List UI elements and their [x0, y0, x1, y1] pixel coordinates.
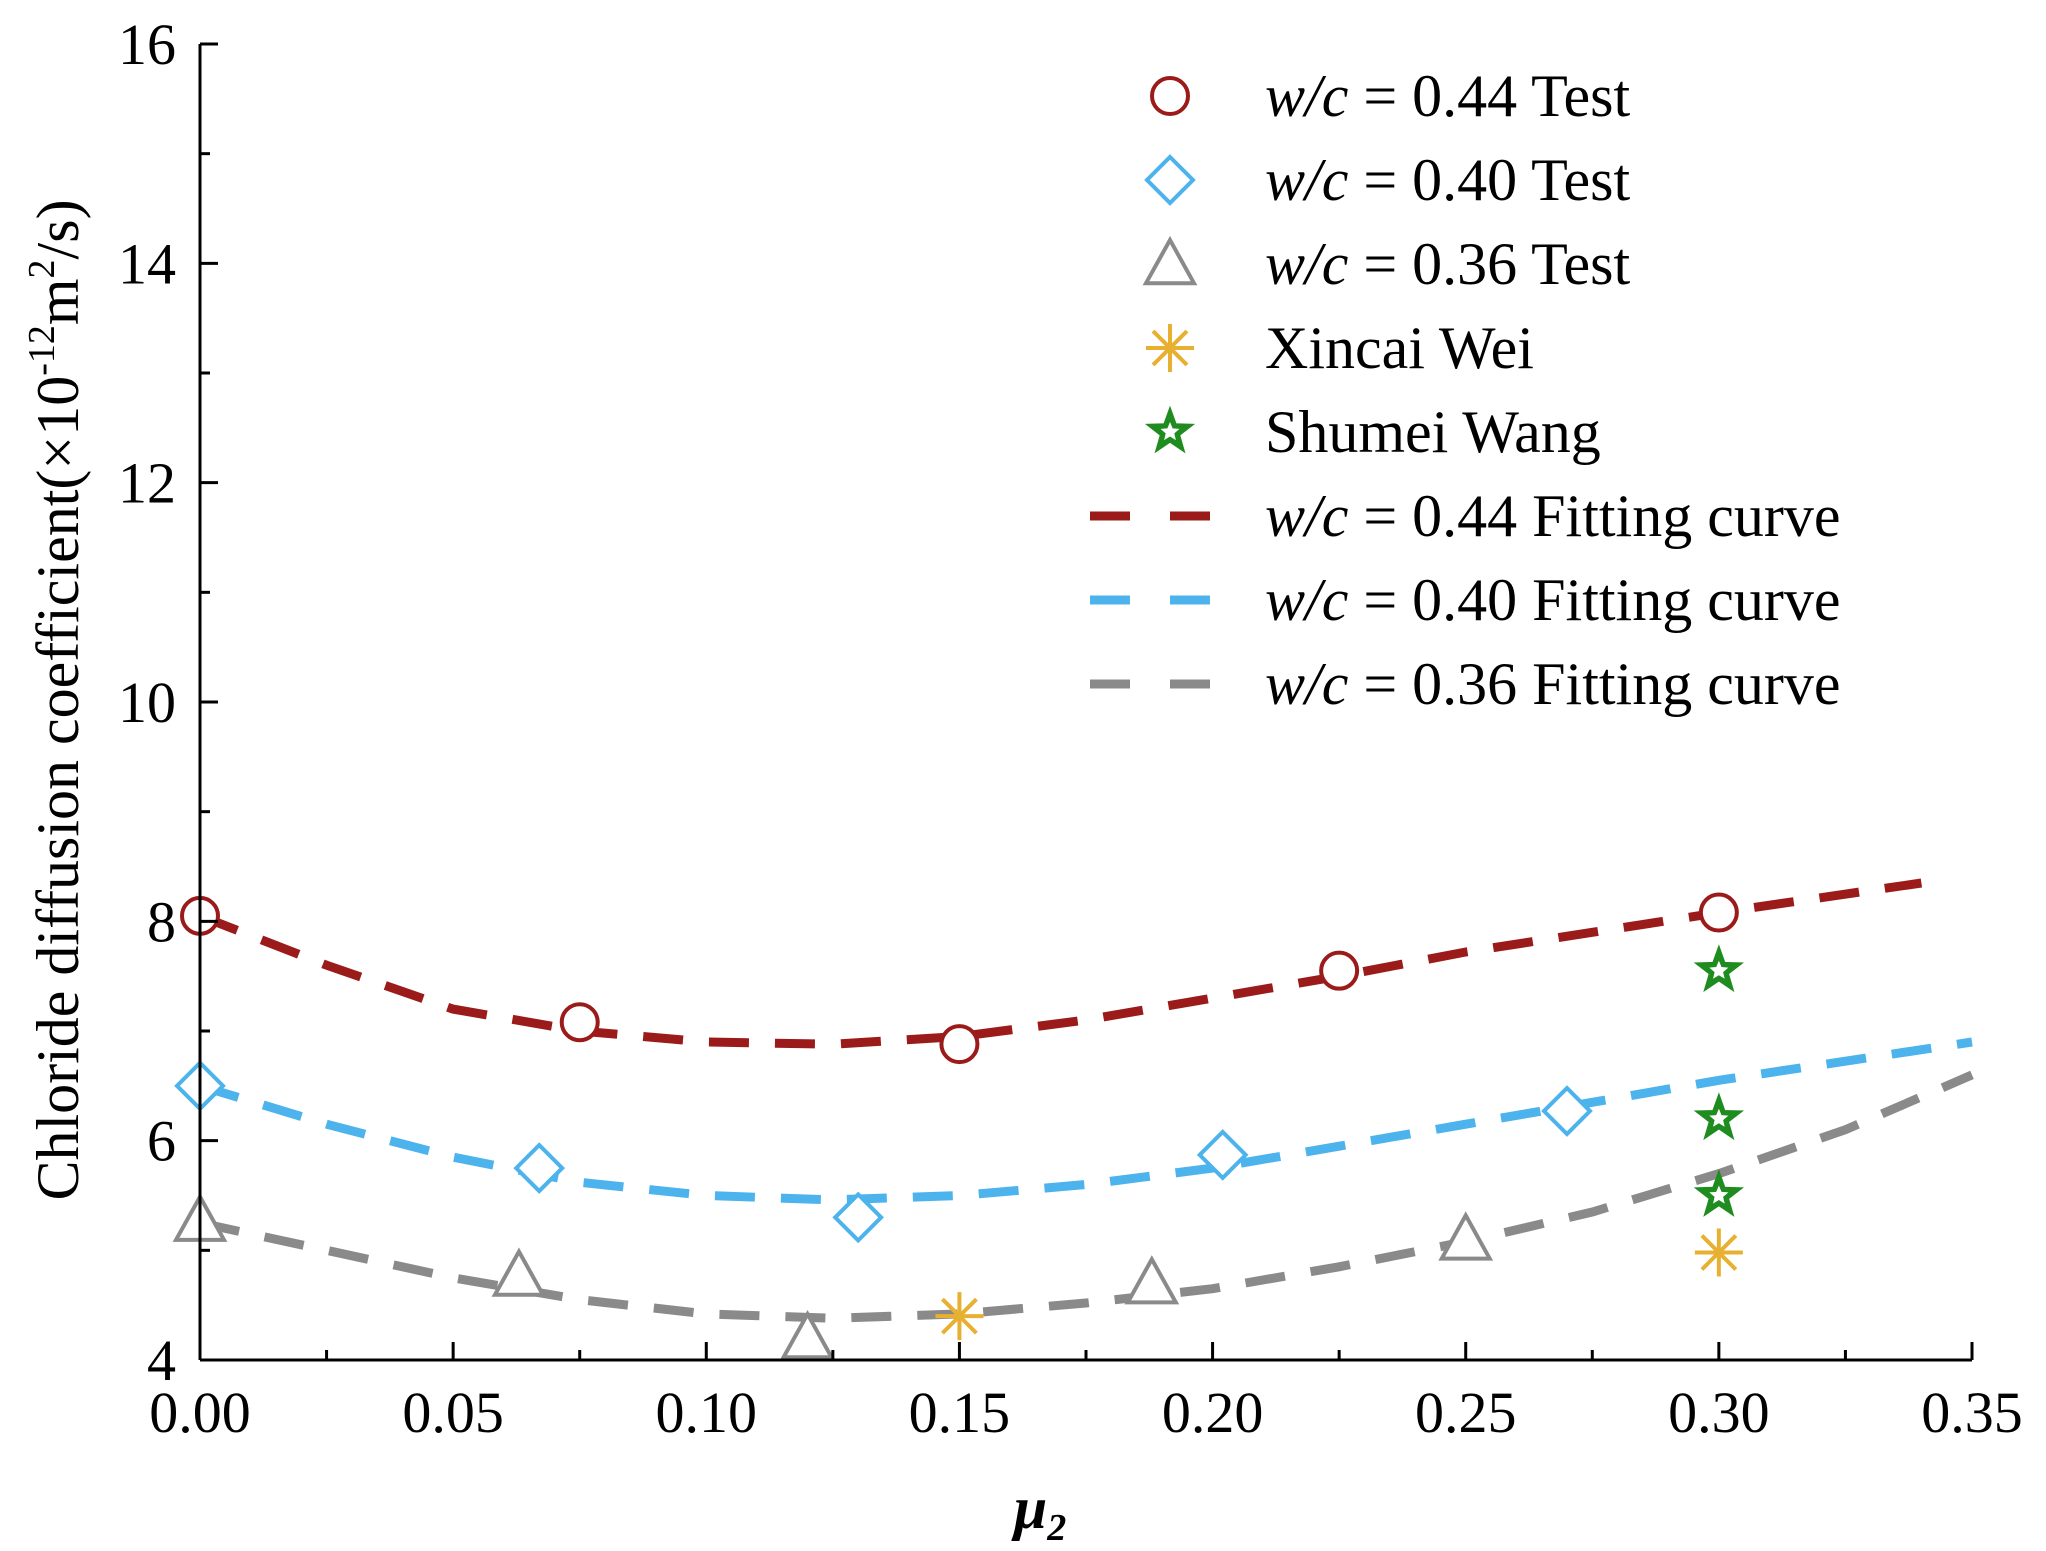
y-tick-label: 10 — [118, 670, 176, 735]
y-tick-label: 8 — [147, 889, 176, 954]
legend-label: w/c = 0.40 Test — [1265, 147, 1631, 213]
star-point — [1693, 944, 1745, 993]
triangle-marker-shape — [1124, 1255, 1180, 1305]
circle-marker-shape — [1150, 76, 1190, 116]
circle-point — [939, 1024, 980, 1065]
star-marker-inner — [1709, 1108, 1729, 1127]
y-tick-label: 4 — [147, 1328, 176, 1393]
star-marker-inner — [1709, 960, 1729, 979]
legend-label: w/c = 0.36 Fitting curve — [1265, 651, 1840, 717]
y-axis-title: Chloride diffusion coefficient(×10-12m2/… — [21, 199, 91, 1200]
legend-item: w/c = 0.44 Test — [1150, 63, 1631, 129]
legend-item: Xincai Wei — [1146, 315, 1534, 381]
diamond-marker-shape — [832, 1191, 884, 1244]
legend-label: Xincai Wei — [1265, 315, 1534, 381]
x-tick-label: 0.00 — [149, 1380, 251, 1445]
x-tick-label: 0.15 — [909, 1380, 1011, 1445]
diamond-point — [832, 1191, 884, 1244]
x-tick-label: 0.20 — [1162, 1380, 1264, 1445]
legend-label-suffix: = 0.36 Fitting curve — [1348, 651, 1840, 717]
diamond-marker-shape — [1541, 1085, 1593, 1137]
circle-point — [559, 1002, 600, 1043]
legend-label-prefix: w/c — [1265, 63, 1348, 129]
x-tick-label: 0.25 — [1415, 1380, 1517, 1445]
legend-circle-marker — [1150, 76, 1190, 116]
legend-item: w/c = 0.36 Fitting curve — [1090, 651, 1840, 717]
triangle-marker-shape — [1438, 1211, 1494, 1261]
circle-marker-shape — [1319, 950, 1360, 991]
data-markers — [172, 892, 1745, 1360]
legend-label-prefix: w/c — [1265, 483, 1348, 549]
fitting-curve-wc044 — [198, 878, 1923, 1049]
y-tick-label: 12 — [118, 451, 176, 516]
circle-point — [1319, 950, 1360, 991]
legend-star-marker — [1144, 405, 1196, 454]
asterisk-marker-stroke — [1151, 329, 1189, 367]
x-tick-label: 0.05 — [402, 1380, 504, 1445]
asterisk-marker-stroke — [941, 1297, 978, 1335]
y-tick-label: 16 — [118, 12, 176, 77]
triangle-point — [1438, 1211, 1494, 1261]
star-marker-inner — [1709, 1185, 1729, 1204]
triangle-marker-shape — [1142, 235, 1198, 286]
legend-item: Shumei Wang — [1144, 399, 1601, 465]
triangle-point — [1124, 1255, 1180, 1305]
star-point — [1693, 1092, 1745, 1141]
legend-label: w/c = 0.36 Test — [1265, 231, 1631, 297]
legend-diamond-marker — [1144, 154, 1196, 206]
y-tick-label: 6 — [147, 1109, 176, 1174]
legend-label-prefix: w/c — [1265, 231, 1348, 297]
legend-label: w/c = 0.40 Fitting curve — [1265, 567, 1840, 633]
star-point — [1693, 1169, 1745, 1217]
legend-item: w/c = 0.40 Test — [1144, 147, 1631, 213]
triangle-point — [491, 1247, 547, 1297]
legend-label-suffix: Shumei Wang — [1265, 399, 1601, 465]
diamond-point — [513, 1142, 566, 1194]
diamond-marker-shape — [1144, 154, 1196, 206]
triangle-marker-shape — [780, 1309, 835, 1360]
legend-label-suffix: = 0.44 Fitting curve — [1348, 483, 1840, 549]
legend-label-suffix: = 0.36 Test — [1348, 231, 1630, 297]
legend-label-prefix: w/c — [1265, 651, 1348, 717]
x-axis-title: μ2 — [1011, 1475, 1066, 1549]
triangle-marker-shape — [491, 1247, 547, 1297]
diamond-point — [1196, 1129, 1249, 1181]
asterisk-point — [935, 1292, 984, 1341]
legend-label-suffix: = 0.40 Fitting curve — [1348, 567, 1840, 633]
legend-item: w/c = 0.36 Test — [1142, 231, 1631, 297]
diamond-marker-shape — [513, 1142, 566, 1194]
asterisk-marker-stroke — [1700, 1234, 1738, 1271]
legend-label-suffix: Xincai Wei — [1265, 315, 1534, 381]
legend-label: w/c = 0.44 Fitting curve — [1265, 483, 1840, 549]
x-tick-label: 0.30 — [1668, 1380, 1770, 1445]
asterisk-point — [1694, 1228, 1743, 1277]
legend-label: Shumei Wang — [1265, 399, 1601, 465]
y-tick-label: 14 — [118, 231, 176, 296]
x-tick-label: 0.35 — [1921, 1380, 2023, 1445]
star-marker-inner — [1160, 422, 1180, 441]
legend-label-suffix: = 0.44 Test — [1348, 63, 1630, 129]
diamond-point — [1541, 1085, 1593, 1137]
legend-label: w/c = 0.44 Test — [1265, 63, 1631, 129]
legend-triangle-marker — [1142, 235, 1198, 286]
legend-label-prefix: w/c — [1265, 147, 1348, 213]
legend-asterisk-marker — [1146, 324, 1194, 372]
legend-label-prefix: w/c — [1265, 567, 1348, 633]
circle-point — [1698, 892, 1739, 933]
axes: 0.00 0.05 0.10 0.15 0.20 0.25 0.30 0.35 4 6 8 10 12 1… — [118, 12, 2023, 1445]
circle-marker-shape — [559, 1002, 600, 1043]
circle-marker-shape — [939, 1024, 980, 1065]
legend-item: w/c = 0.44 Fitting curve — [1090, 483, 1840, 549]
diamond-marker-shape — [1196, 1129, 1249, 1181]
triangle-point — [780, 1309, 835, 1360]
fitting-curve-wc036 — [199, 1070, 1974, 1323]
legend-label-suffix: = 0.40 Test — [1348, 147, 1630, 213]
legend-item: w/c = 0.40 Fitting curve — [1090, 567, 1840, 633]
x-tick-label: 0.10 — [656, 1380, 758, 1445]
circle-marker-shape — [1698, 892, 1739, 933]
